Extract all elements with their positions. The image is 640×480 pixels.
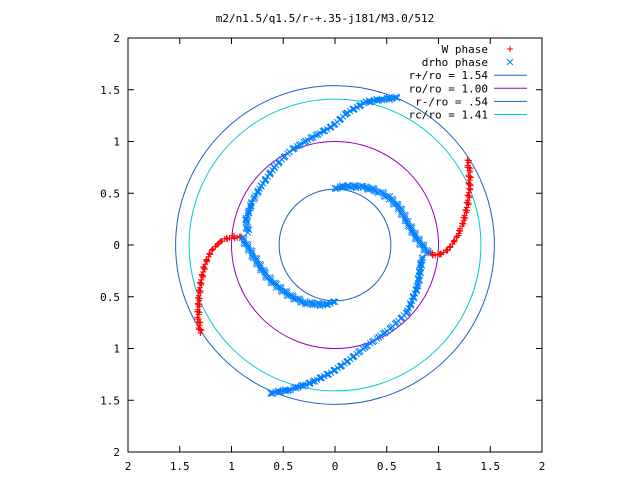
drho-phase-point bbox=[331, 184, 339, 192]
y-tick-label: 0.5 bbox=[100, 291, 120, 304]
y-tick-label: 2 bbox=[113, 446, 120, 459]
drho-phase-point bbox=[378, 96, 386, 104]
w-phase-point bbox=[196, 284, 203, 291]
drho-phase-point bbox=[299, 381, 307, 389]
drho-phase-point bbox=[297, 382, 305, 389]
drho-phase-point bbox=[366, 98, 374, 106]
drho-phase-point bbox=[345, 184, 353, 191]
drho-phase-point bbox=[419, 254, 427, 262]
w-phase-point bbox=[213, 242, 220, 249]
drho-phase-point bbox=[355, 183, 362, 191]
drho-phase-point bbox=[407, 302, 415, 309]
drho-phase-point bbox=[393, 94, 401, 102]
drho-phase-point bbox=[281, 386, 289, 393]
w-phase-point bbox=[208, 247, 215, 254]
drho-phase-point bbox=[378, 95, 386, 103]
legend-label: W phase bbox=[442, 43, 488, 56]
y-tick-label: 1 bbox=[113, 343, 120, 356]
x-tick-label: 1 bbox=[228, 460, 235, 473]
w-phase-point bbox=[194, 306, 201, 313]
drho-phase-point bbox=[269, 390, 277, 397]
w-phase-point bbox=[467, 186, 474, 193]
legend-label: r-/ro = .54 bbox=[415, 95, 488, 108]
drho-phase-point bbox=[410, 293, 418, 301]
w-phase-point bbox=[195, 325, 202, 332]
drho-phase-point bbox=[329, 298, 337, 306]
phase-points bbox=[194, 93, 474, 398]
drho-phase-point bbox=[352, 182, 359, 189]
w-phase-point bbox=[435, 251, 442, 258]
w-phase-point bbox=[194, 314, 201, 321]
drho-phase-point bbox=[391, 93, 399, 101]
legend-label: drho phase bbox=[422, 56, 488, 69]
circle-r-1-54 bbox=[175, 85, 495, 405]
y-tick-label: 1 bbox=[113, 136, 120, 149]
drho-phase-point bbox=[306, 379, 314, 387]
drho-phase-point bbox=[331, 298, 339, 306]
drho-phase-point bbox=[344, 181, 352, 189]
y-tick-label: 1.5 bbox=[100, 84, 120, 97]
w-phase-point bbox=[507, 46, 513, 52]
x-tick-label: 1 bbox=[435, 460, 442, 473]
drho-phase-point bbox=[416, 276, 423, 283]
w-phase-point bbox=[466, 177, 473, 184]
x-tick-label: 0.5 bbox=[377, 460, 397, 473]
w-phase-point bbox=[195, 301, 202, 308]
drho-phase-point bbox=[316, 302, 324, 310]
drho-phase-point bbox=[244, 209, 252, 217]
drho-phase-point bbox=[301, 300, 309, 308]
drho-phase-point bbox=[299, 382, 307, 390]
drho-phase-point bbox=[242, 214, 250, 222]
w-phase-point bbox=[206, 250, 213, 257]
drho-phase-point bbox=[246, 202, 254, 209]
drho-phase-point bbox=[333, 184, 341, 192]
w-phase-point bbox=[197, 319, 204, 326]
x-tick-label: 0.5 bbox=[273, 460, 293, 473]
reference-circles bbox=[175, 85, 495, 405]
y-tick-label: 0 bbox=[113, 239, 120, 252]
circle-r-1 bbox=[231, 141, 439, 349]
legend-label: rc/ro = 1.41 bbox=[409, 109, 488, 122]
w-phase-point bbox=[465, 159, 472, 166]
w-phase-point bbox=[461, 217, 468, 224]
w-phase-point bbox=[466, 164, 473, 171]
x-tick-label: 2 bbox=[539, 460, 546, 473]
drho-phase-point bbox=[245, 207, 252, 215]
drho-phase-point bbox=[267, 389, 275, 397]
drho-phase-point bbox=[292, 383, 299, 391]
x-tick-label: 0 bbox=[332, 460, 339, 473]
y-tick-label: 0.5 bbox=[100, 187, 120, 200]
chart-title: m2/n1.5/q1.5/r-+.35-j181/M3.0/512 bbox=[216, 12, 435, 25]
drho-phase-point bbox=[338, 182, 346, 190]
w-phase-point bbox=[447, 244, 454, 251]
legend-label: ro/ro = 1.00 bbox=[409, 82, 488, 95]
drho-phase-point bbox=[414, 282, 422, 290]
drho-phase-point bbox=[359, 182, 367, 190]
x-tick-label: 2 bbox=[125, 460, 132, 473]
drho-phase-point bbox=[386, 96, 394, 103]
drho-phase-point bbox=[247, 200, 255, 207]
drho-phase-point bbox=[243, 216, 250, 224]
w-phase-point bbox=[467, 174, 474, 181]
legend-label: r+/ro = 1.54 bbox=[409, 69, 489, 82]
y-tick-label: 2 bbox=[113, 32, 120, 45]
drho-phase-point bbox=[407, 300, 415, 308]
circle-r-1-41 bbox=[188, 98, 482, 392]
drho-phase-point bbox=[309, 301, 316, 309]
y-tick-label: 1.5 bbox=[100, 394, 120, 407]
x-tick-label: 1.5 bbox=[170, 460, 190, 473]
x-tick-label: 1.5 bbox=[480, 460, 500, 473]
drho-phase-point bbox=[506, 58, 514, 66]
drho-phase-point bbox=[407, 300, 414, 308]
drho-phase-point bbox=[242, 216, 249, 224]
circle-r-0-54 bbox=[278, 188, 392, 302]
drho-phase-point bbox=[290, 384, 297, 392]
axis-ticks: 2 1.5 1 0.5 0 0.5 1 1.5 221.510.500.511.52 bbox=[100, 32, 545, 473]
w-phase-point bbox=[194, 300, 201, 307]
